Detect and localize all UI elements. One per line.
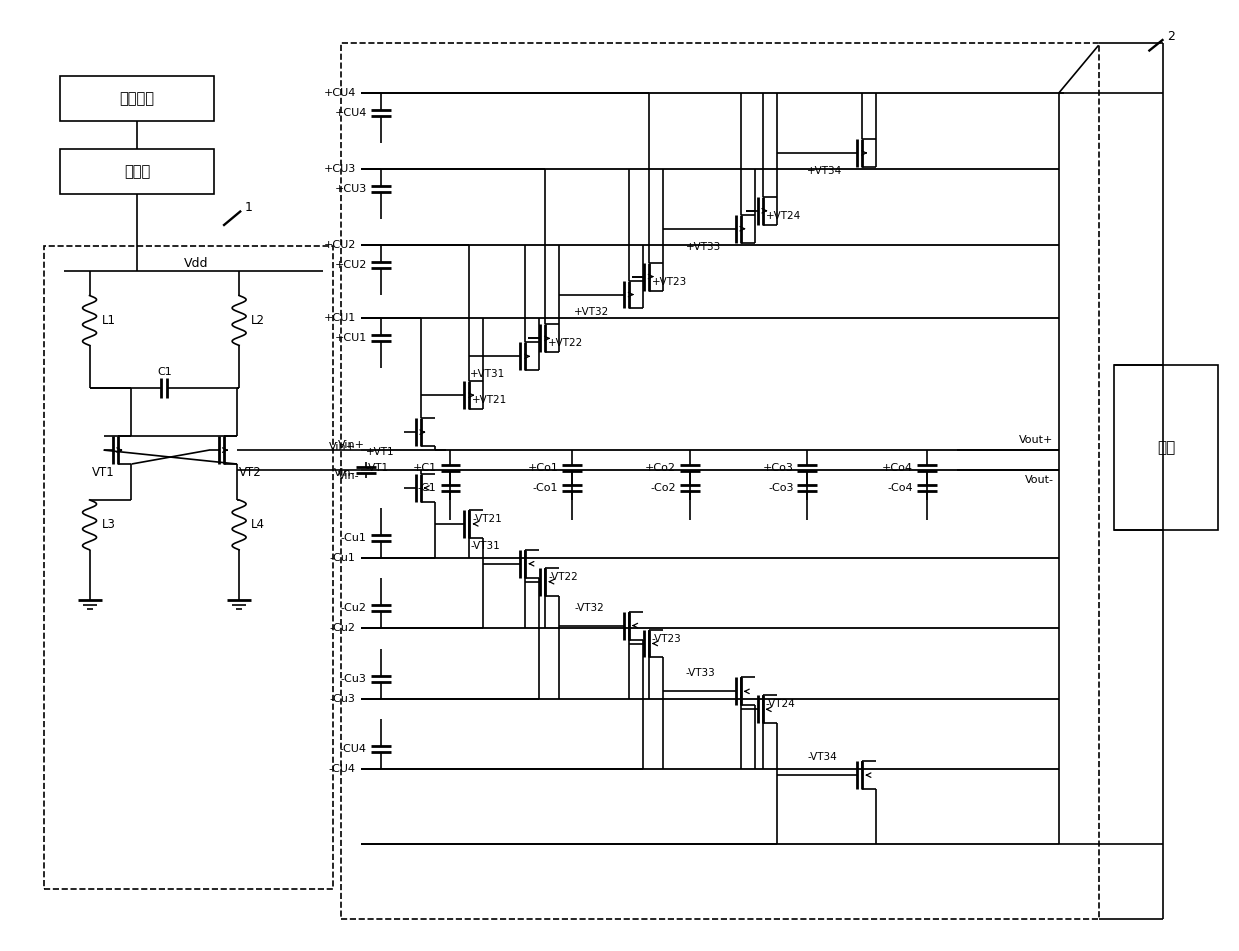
Text: -Co4: -Co4 [887, 483, 913, 493]
Text: +CU2: +CU2 [323, 240, 356, 250]
Text: -VT22: -VT22 [548, 572, 577, 582]
Bar [43, 245, 333, 889]
Text: Vin-: Vin- [338, 471, 359, 481]
Text: -VT32: -VT32 [574, 603, 603, 612]
Text: -CU4: -CU4 [328, 765, 356, 774]
Text: 2: 2 [1167, 29, 1176, 43]
Text: +VT1: +VT1 [366, 447, 394, 457]
Text: Vin+: Vin+ [338, 440, 364, 450]
Text: +VT21: +VT21 [472, 396, 508, 405]
Text: Vin+: Vin+ [328, 442, 356, 452]
Text: -VT31: -VT31 [471, 541, 501, 551]
Text: VT2: VT2 [239, 465, 261, 478]
Text: -C1: -C1 [418, 483, 436, 493]
Text: +CU1: +CU1 [323, 314, 356, 323]
Bar [1114, 365, 1218, 530]
Text: +VT31: +VT31 [471, 369, 506, 379]
Text: L4: L4 [252, 518, 265, 532]
Text: L3: L3 [102, 518, 115, 532]
Text: +VT24: +VT24 [766, 211, 800, 221]
Text: -Cu1: -Cu1 [330, 553, 356, 563]
Text: -Cu2: -Cu2 [341, 603, 367, 612]
Text: 整流器: 整流器 [124, 164, 150, 179]
Text: -VT1: -VT1 [366, 463, 389, 473]
Text: +CU1: +CU1 [335, 334, 367, 343]
Bar [59, 76, 214, 121]
Text: Vout-: Vout- [1025, 475, 1053, 485]
Text: 负载: 负载 [1157, 440, 1175, 456]
Text: -VT21: -VT21 [472, 514, 502, 524]
Bar [341, 43, 1099, 919]
Text: -Co2: -Co2 [650, 483, 675, 493]
Text: +VT33: +VT33 [686, 242, 721, 252]
Text: C1: C1 [157, 367, 172, 378]
Text: +Co1: +Co1 [528, 463, 559, 473]
Text: -Co1: -Co1 [533, 483, 559, 493]
Text: +CU3: +CU3 [323, 164, 356, 174]
Text: -Cu3: -Cu3 [341, 674, 367, 685]
Text: Vin-: Vin- [335, 468, 356, 478]
Text: -Cu1: -Cu1 [341, 533, 367, 543]
Bar [59, 149, 214, 194]
Text: -Co3: -Co3 [768, 483, 793, 493]
Text: +C1: +C1 [413, 463, 436, 473]
Text: L2: L2 [252, 314, 265, 327]
Text: -VT34: -VT34 [808, 752, 838, 762]
Text: +CU4: +CU4 [335, 108, 367, 118]
Text: -Cu3: -Cu3 [330, 694, 356, 705]
Text: -VT24: -VT24 [766, 699, 795, 709]
Text: +VT34: +VT34 [808, 165, 843, 176]
Text: +VT32: +VT32 [574, 307, 610, 318]
Text: +CU2: +CU2 [335, 260, 367, 270]
Text: -CU4: -CU4 [339, 745, 367, 754]
Text: +Co2: +Co2 [644, 463, 675, 473]
Text: -Cu2: -Cu2 [330, 623, 356, 632]
Text: 电源模块: 电源模块 [119, 91, 155, 107]
Text: Vout+: Vout+ [1020, 436, 1053, 445]
Text: -VT23: -VT23 [652, 633, 681, 644]
Text: +Co3: +Co3 [763, 463, 793, 473]
Text: +VT22: +VT22 [548, 339, 584, 348]
Text: +Co4: +Co4 [882, 463, 913, 473]
Text: -VT33: -VT33 [686, 669, 716, 678]
Text: +VT23: +VT23 [652, 277, 688, 286]
Text: VT1: VT1 [92, 465, 114, 478]
Text: +CU4: +CU4 [323, 88, 356, 98]
Text: L1: L1 [102, 314, 115, 327]
Text: 1: 1 [245, 202, 253, 214]
Text: Vdd: Vdd [183, 257, 208, 270]
Text: +CU3: +CU3 [335, 184, 367, 194]
